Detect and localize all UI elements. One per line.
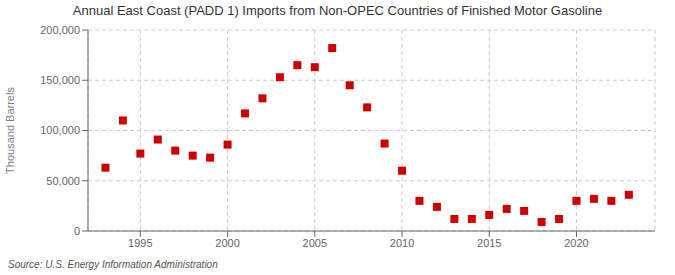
svg-text:2010: 2010 <box>390 237 414 249</box>
svg-text:150,000: 150,000 <box>40 74 80 86</box>
svg-text:2020: 2020 <box>564 237 588 249</box>
svg-text:100,000: 100,000 <box>40 124 80 136</box>
html-text:Annual East Coast (PADD 1) Imp: Annual East Coast (PADD 1) Imports from … <box>72 3 603 18</box>
svg-text:1995: 1995 <box>128 237 152 249</box>
svg-text:0: 0 <box>74 225 80 237</box>
svg-text:2005: 2005 <box>303 237 327 249</box>
svg-text:50,000: 50,000 <box>46 175 80 187</box>
svg-text:Thousand Barrels: Thousand Barrels <box>8 87 16 174</box>
svg-text:200,000: 200,000 <box>40 24 80 36</box>
svg-text:2015: 2015 <box>477 237 501 249</box>
html-text:Source: U.S. Energy Informatio: Source: U.S. Energy Information Administ… <box>8 259 218 270</box>
svg-text:2000: 2000 <box>215 237 239 249</box>
